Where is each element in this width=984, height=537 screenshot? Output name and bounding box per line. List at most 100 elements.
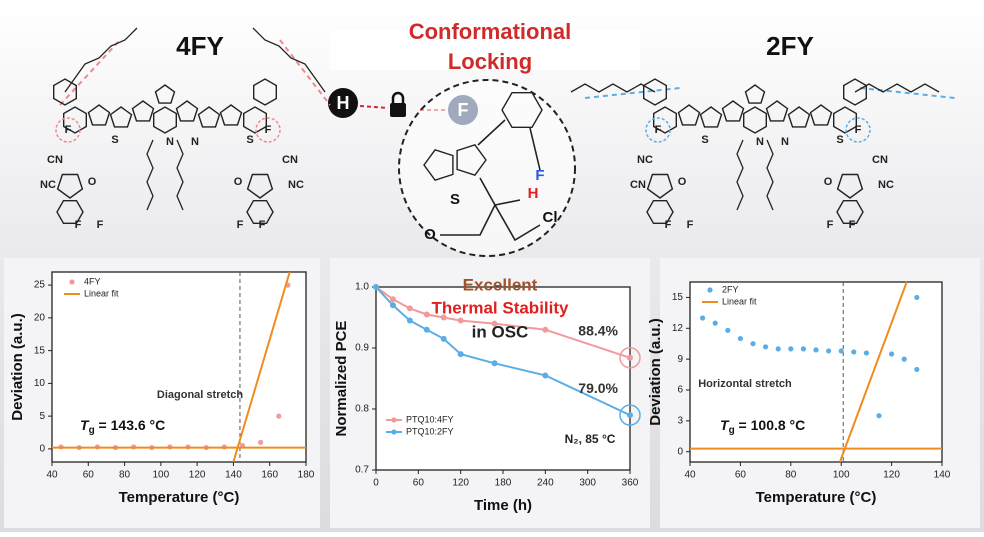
stretch-arrow	[279, 39, 331, 106]
atom-label: S	[701, 134, 708, 146]
ring	[677, 104, 701, 126]
ring	[109, 106, 133, 128]
data-point	[258, 439, 264, 445]
data-point	[737, 335, 744, 342]
x-tick-label: 40	[46, 470, 58, 481]
x-tick-label: 40	[684, 470, 696, 481]
molecule-name: 4FY	[176, 31, 224, 61]
legend-marker	[707, 287, 713, 293]
x-tick-label: 80	[785, 470, 797, 481]
x-tick-label: 300	[579, 478, 596, 489]
atom-label: O	[424, 226, 436, 243]
data-point	[914, 294, 920, 301]
atom-label: N	[166, 136, 174, 148]
y-tick-label: 15	[34, 345, 46, 356]
y-tick-label: 12	[672, 323, 684, 334]
x-tick-label: 100	[833, 470, 850, 481]
x-axis-label: Temperature (°C)	[756, 489, 877, 506]
x-tick-label: 120	[189, 470, 206, 481]
x-tick-label: 160	[261, 470, 278, 481]
annotation: Thermal Stability	[432, 298, 570, 317]
atom-label: Cl	[543, 209, 558, 226]
stretch-arrow	[859, 87, 956, 99]
ring	[152, 106, 178, 134]
atom-label: F	[687, 219, 694, 231]
atom-label: NC	[288, 179, 304, 191]
lock-highlight	[55, 117, 81, 143]
legend-label: PTQ10:2FY	[406, 426, 454, 436]
title: Locking	[448, 49, 532, 74]
data-point	[406, 317, 413, 324]
annotation: in OSC	[472, 322, 529, 341]
highlight-circle	[619, 347, 641, 369]
atom-label: H	[528, 185, 539, 202]
ring	[56, 199, 84, 225]
plot-area	[689, 281, 943, 463]
legend-label: PTQ10:4FY	[406, 414, 454, 424]
alkyl-chain	[146, 139, 184, 211]
data-point	[440, 314, 447, 321]
molecule-name: 2FY	[766, 31, 814, 61]
value-label: 79.0%	[578, 380, 618, 396]
x-tick-label: 180	[495, 478, 512, 489]
x-tick-label: 80	[119, 470, 131, 481]
data-point	[914, 366, 920, 373]
title: Conformational	[409, 19, 572, 44]
title-backdrop	[330, 30, 640, 70]
atom-label: N	[191, 136, 199, 148]
y-tick-label: 9	[677, 354, 683, 365]
atom-label: S	[836, 134, 843, 146]
atom-label: CN	[47, 154, 63, 166]
data-point	[826, 348, 832, 354]
y-tick-label: 3	[677, 415, 683, 426]
x-tick-label: 180	[298, 470, 315, 481]
y-tick-label: 0.7	[355, 465, 369, 476]
data-point	[491, 320, 498, 327]
data-point	[763, 344, 769, 350]
atom-label: F	[655, 124, 662, 136]
data-point	[627, 412, 633, 419]
y-tick-label: 6	[677, 385, 683, 396]
legend-marker	[69, 279, 75, 285]
atom-label: CN	[872, 154, 888, 166]
atom-label: N	[756, 136, 764, 148]
ring	[653, 106, 677, 134]
legend-label: 4FY	[84, 276, 101, 286]
series-line	[690, 281, 942, 463]
data-point	[389, 302, 396, 309]
atom-label: F	[535, 167, 544, 184]
x-axis-label: Time (h)	[474, 497, 532, 514]
tg-symbol: T	[80, 417, 90, 433]
stretch-arrow	[59, 39, 121, 106]
ring	[787, 106, 811, 128]
atom-label: NC	[40, 179, 56, 191]
y-tick-label: 20	[34, 313, 46, 324]
data-point	[800, 346, 807, 352]
atom-label: F	[665, 219, 672, 231]
data-point	[775, 346, 781, 352]
atom-label: S	[246, 134, 253, 146]
x-tick-label: 360	[622, 478, 639, 489]
atom-label: F	[75, 219, 82, 231]
atom-label: F	[259, 219, 266, 231]
x-tick-label: 240	[537, 478, 554, 489]
tg-symbol: T	[720, 417, 730, 433]
value-label: 88.4%	[578, 322, 618, 338]
legend-label: 2FY	[722, 284, 739, 294]
data-point	[373, 284, 379, 290]
atom-label: O	[678, 176, 687, 188]
ring	[56, 173, 84, 199]
lock-highlight	[845, 117, 871, 143]
ring	[197, 106, 221, 128]
lock-highlight	[255, 117, 281, 143]
ring	[154, 84, 176, 104]
atom-label: CN	[630, 179, 646, 191]
plot-area	[375, 286, 631, 471]
annotation: Horizontal stretch	[698, 378, 792, 390]
annotation: Diagonal stretch	[157, 389, 243, 401]
ring	[743, 106, 767, 134]
lock-icon	[390, 103, 406, 117]
atom-label: F	[849, 219, 856, 231]
x-tick-label: 60	[413, 478, 425, 489]
